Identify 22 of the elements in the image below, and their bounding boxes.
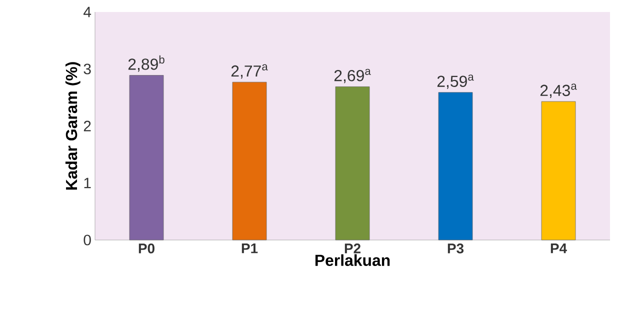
data-label: 2,59$^{a}$ xyxy=(437,74,474,89)
y-tick-label: 2 xyxy=(84,120,91,132)
y-axis-title: Kadar Garam (%) xyxy=(65,62,80,190)
bar xyxy=(232,82,267,240)
bar xyxy=(335,86,370,240)
y-tick-label: 4 xyxy=(84,6,92,18)
data-label: 2,43$^{a}$ xyxy=(540,84,577,98)
bar xyxy=(438,92,473,240)
data-label: 2,69$^{a}$ xyxy=(334,68,371,84)
x-tick-label: P4 xyxy=(550,244,567,254)
x-tick-label: P3 xyxy=(448,244,464,254)
bar xyxy=(541,101,576,240)
bar xyxy=(129,75,164,240)
data-label: 2,77$^{a}$ xyxy=(231,64,268,79)
x-tick-label: P1 xyxy=(242,244,258,254)
x-tick-label: P0 xyxy=(138,244,154,254)
x-tick-label: P2 xyxy=(344,244,360,254)
y-tick-label: 0 xyxy=(84,234,91,246)
y-tick-label: 1 xyxy=(84,178,91,188)
y-tick-label: 3 xyxy=(84,64,91,74)
x-axis-title: Perlakuan xyxy=(315,254,390,266)
data-label: 2,89$^{b}$ xyxy=(128,55,164,72)
